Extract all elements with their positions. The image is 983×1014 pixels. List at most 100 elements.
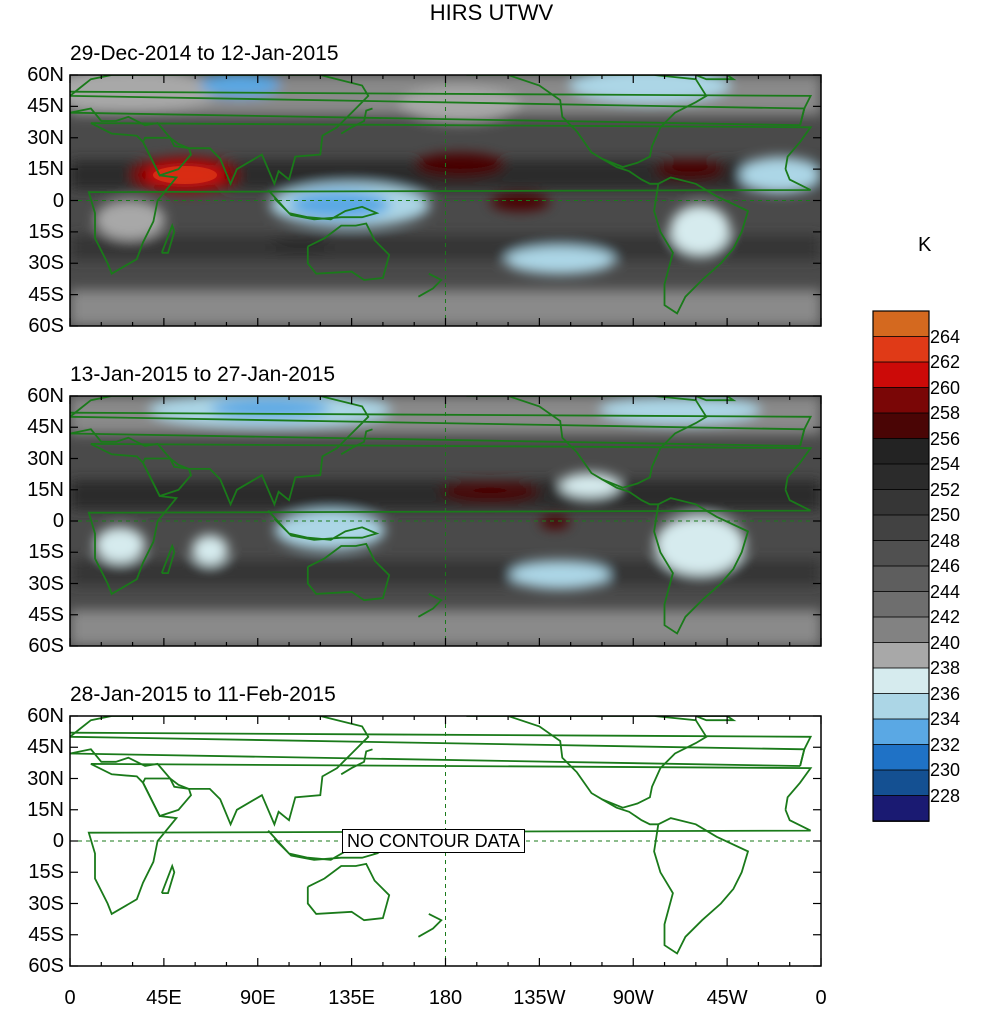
colorbar [872,310,930,822]
lon-tick-label: 45W [706,987,748,1009]
colorbar-level-label: 240 [930,632,961,653]
coastline-segment [87,763,813,916]
colorbar-swatch [872,565,930,593]
lon-tick-label: 90E [239,987,276,1009]
panel-2-title: 13-Jan-2015 to 27-Jan-2015 [70,363,336,386]
panel-1-map [70,75,821,326]
colorbar-swatch [872,361,930,389]
colorbar-level-label: 262 [930,352,961,372]
lat-tick-label: 0 [52,189,64,212]
lat-tick-label: 45S [28,283,64,306]
coastline-segment [70,731,813,767]
lon-tick-label: 0 [64,987,76,1009]
colorbar-swatch [872,336,930,363]
colorbar-level-label: 228 [930,785,961,806]
colorbar-swatch [872,310,930,338]
coastline-segment [70,90,813,126]
lat-tick-label: 0 [52,510,64,532]
coastline-segment [142,136,193,177]
figure-title: HIRS UTWV [429,0,554,25]
coastline-segment [695,396,737,402]
lat-tick-label: 15N [27,158,64,181]
lat-tick-label: 30S [28,252,64,275]
coastline-segment [87,443,813,596]
lat-tick-label: 15N [27,798,64,821]
colorbar-level-label: 254 [930,454,961,474]
lat-tick-label: 60N [27,385,64,407]
lat-tick-label: 30S [28,892,64,915]
colorbar-level-label: 242 [930,607,961,627]
lat-tick-label: 15N [27,478,64,501]
coastline-segment [653,817,750,955]
lat-tick-label: 60S [28,955,64,977]
colorbar-level-label: 248 [930,530,961,551]
colorbar-swatch [872,387,930,414]
lat-tick-label: 45S [28,923,64,946]
panel-frames [69,74,822,967]
colorbar-swatch [872,616,930,644]
coastlines [70,75,821,966]
lat-tick-label: 30S [28,572,64,595]
coastline-segment [160,863,176,894]
colorbar-swatch [872,438,930,465]
coastline-segment [70,396,806,507]
coastline-segment [306,542,391,602]
colorbar-level-label: 238 [930,658,961,678]
lon-tick-label: 180 [428,987,463,1009]
coastline-segment [417,272,443,298]
coastline-segment [70,411,813,447]
colorbar-swatch [872,514,930,542]
lat-tick-label: 15S [28,541,64,564]
coastline-segment [160,543,176,574]
lon-tick-label: 45E [146,987,182,1009]
coastline-segment [601,798,659,826]
coastline-segment [306,222,391,281]
lat-tick-label: 30N [27,447,64,470]
coastline-segment [695,716,737,722]
colorbar-swatch [872,769,930,797]
lat-tick-label: 15S [28,861,64,884]
colorbar-swatch [872,744,930,771]
lat-tick-label: 60S [28,315,64,337]
coastline-segment [70,75,806,187]
panel-1-coastlines [70,75,821,326]
lat-tick-label: 45N [27,736,64,759]
coastline-segment [267,509,380,541]
coastline-segment [417,913,443,938]
coastline-segment [87,122,813,276]
panel-3-coastlines [70,716,821,966]
colorbar-level-label: 244 [930,581,961,602]
colorbar-units: K [918,234,932,256]
lat-tick-label: 45N [27,95,64,118]
colorbar-swatch [872,412,930,440]
lat-tick-label: 15S [28,220,64,243]
panel-2-coastlines [70,396,821,646]
coastline-segment [340,428,373,456]
lat-tick-label: 45N [27,416,64,439]
lon-tick-label: 135E [328,987,375,1009]
colorbar-frame [872,310,930,822]
colorbar-swatch [872,693,930,720]
colorbar-swatch [872,540,930,567]
colorbar-level-label: 230 [930,760,961,780]
coastline-segment [142,777,193,818]
coastline-segment [306,862,391,922]
no-contour-data-label: NO CONTOUR DATA [342,829,526,853]
lat-tick-label: 30N [27,126,64,149]
coastline-segment [653,497,750,635]
coastline-segment [340,107,373,135]
coastline-segment [267,189,380,221]
lat-tick-label: 30N [27,767,64,790]
coastline-segment [653,176,750,315]
lat-tick-label: 0 [52,830,64,852]
colorbar-swatch [872,642,930,669]
lon-tick-label: 90W [612,987,654,1009]
colorbar-swatch [872,463,930,491]
colorbar-level-label: 252 [930,479,961,500]
colorbar-level-label: 260 [930,377,961,398]
colorbar-level-label: 246 [930,556,961,576]
lon-tick-label: 135W [513,987,566,1009]
colorbar-swatch [872,795,930,822]
panel-3-title: 28-Jan-2015 to 11-Feb-2015 [70,683,336,706]
coastline-segment [160,222,176,254]
